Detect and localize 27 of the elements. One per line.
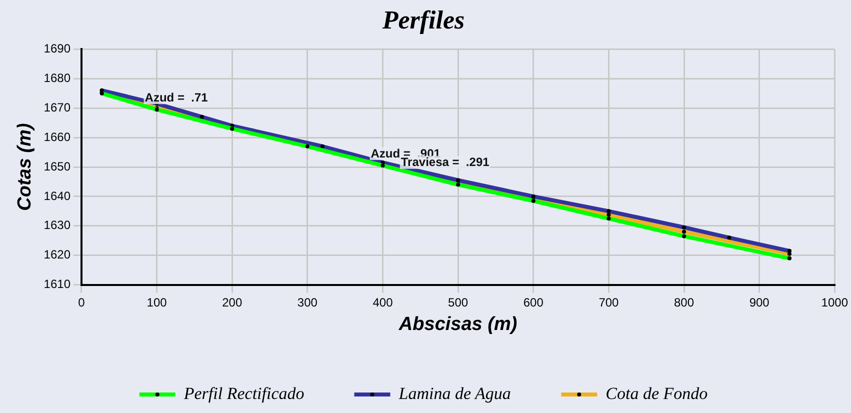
x-axis-title: Abscisas (m)	[398, 314, 518, 335]
y-axis-title: Cotas (m)	[14, 123, 36, 211]
y-tick-label: 1680	[44, 70, 71, 85]
y-tick-label: 1610	[44, 277, 71, 292]
legend-label: Lamina de Agua	[398, 384, 511, 403]
legend-label: Perfil Rectificado	[182, 384, 304, 403]
annotation: Azud = .71	[144, 90, 208, 104]
x-tick-label: 700	[598, 295, 620, 310]
y-tick-label: 1630	[44, 218, 71, 232]
chart-title: Perfiles	[381, 5, 465, 34]
x-tick-label: 100	[146, 295, 168, 310]
y-tick-label: 1670	[44, 100, 71, 114]
y-tick-label: 1660	[44, 130, 71, 144]
x-tick-label: 800	[674, 295, 694, 310]
x-tick-label: 500	[448, 295, 468, 310]
x-tick-label: 1000	[821, 295, 848, 310]
y-tick-label: 1650	[44, 159, 71, 174]
x-tick-label: 200	[222, 295, 242, 310]
y-tick-label: 1620	[44, 248, 71, 262]
x-tick-label: 400	[372, 295, 394, 310]
x-tick-label: 300	[297, 295, 318, 310]
y-tick-label: 1690	[44, 42, 71, 56]
x-tick-label: 600	[523, 295, 544, 310]
x-tick-label: 900	[749, 295, 770, 310]
legend-label: Cota de Fondo	[606, 384, 708, 403]
x-tick-label: 0	[78, 295, 86, 310]
y-tick-label: 1640	[44, 188, 71, 203]
